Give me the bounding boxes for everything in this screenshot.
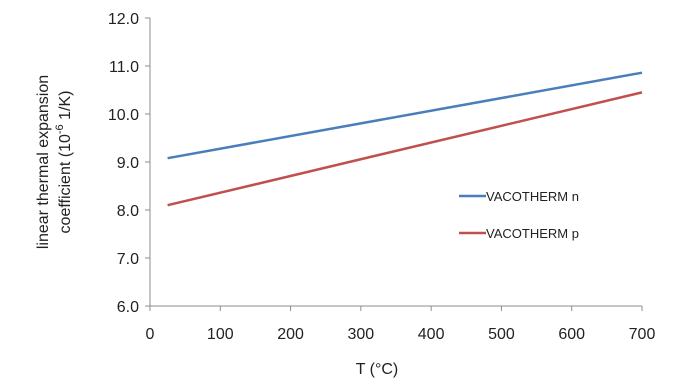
legend-label-vacotherm-p: VACOTHERM p bbox=[486, 226, 579, 241]
x-tick-label: 100 bbox=[207, 326, 234, 343]
y-tick-label: 11.0 bbox=[109, 59, 139, 76]
x-tick-label: 300 bbox=[348, 326, 375, 343]
y-axis-title-line2: coefficient (10-6 1/K) bbox=[54, 91, 74, 234]
y-tick-label: 6.0 bbox=[117, 299, 139, 316]
x-tick-labels: 0 100 200 300 400 500 600 700 bbox=[146, 306, 656, 343]
legend: VACOTHERM n VACOTHERM p bbox=[418, 180, 579, 252]
y-tick-label: 7.0 bbox=[117, 251, 139, 268]
y-tick-label: 10.0 bbox=[108, 107, 139, 124]
y-axis-title-line2-post: 1/K) bbox=[57, 91, 74, 125]
series-line-vacotherm-n bbox=[167, 71, 643, 160]
series-lines bbox=[167, 71, 643, 207]
y-tick-label: 12.0 bbox=[108, 11, 139, 28]
x-tick-label: 500 bbox=[488, 326, 515, 343]
y-tick-label: 8.0 bbox=[117, 203, 139, 220]
legend-box bbox=[418, 180, 576, 252]
y-tick-labels: 6.0 7.0 8.0 9.0 10.0 11.0 12.0 bbox=[108, 11, 150, 316]
x-axis-title: T (°C) bbox=[356, 361, 399, 378]
legend-label-vacotherm-n: VACOTHERM n bbox=[486, 189, 579, 204]
x-tick-label: 0 bbox=[146, 326, 155, 343]
x-tick-label: 400 bbox=[418, 326, 445, 343]
series-line-vacotherm-p bbox=[167, 91, 643, 207]
x-tick-label: 600 bbox=[558, 326, 585, 343]
y-axis-title-line2-sup: -6 bbox=[54, 124, 66, 134]
x-tick-label: 700 bbox=[629, 326, 656, 343]
y-tick-label: 9.0 bbox=[117, 155, 139, 172]
x-tick-label: 200 bbox=[277, 326, 304, 343]
y-axis-title-line2-pre: coefficient (10 bbox=[57, 134, 74, 233]
y-axis-title-line1: linear thermal expansion bbox=[35, 75, 52, 249]
